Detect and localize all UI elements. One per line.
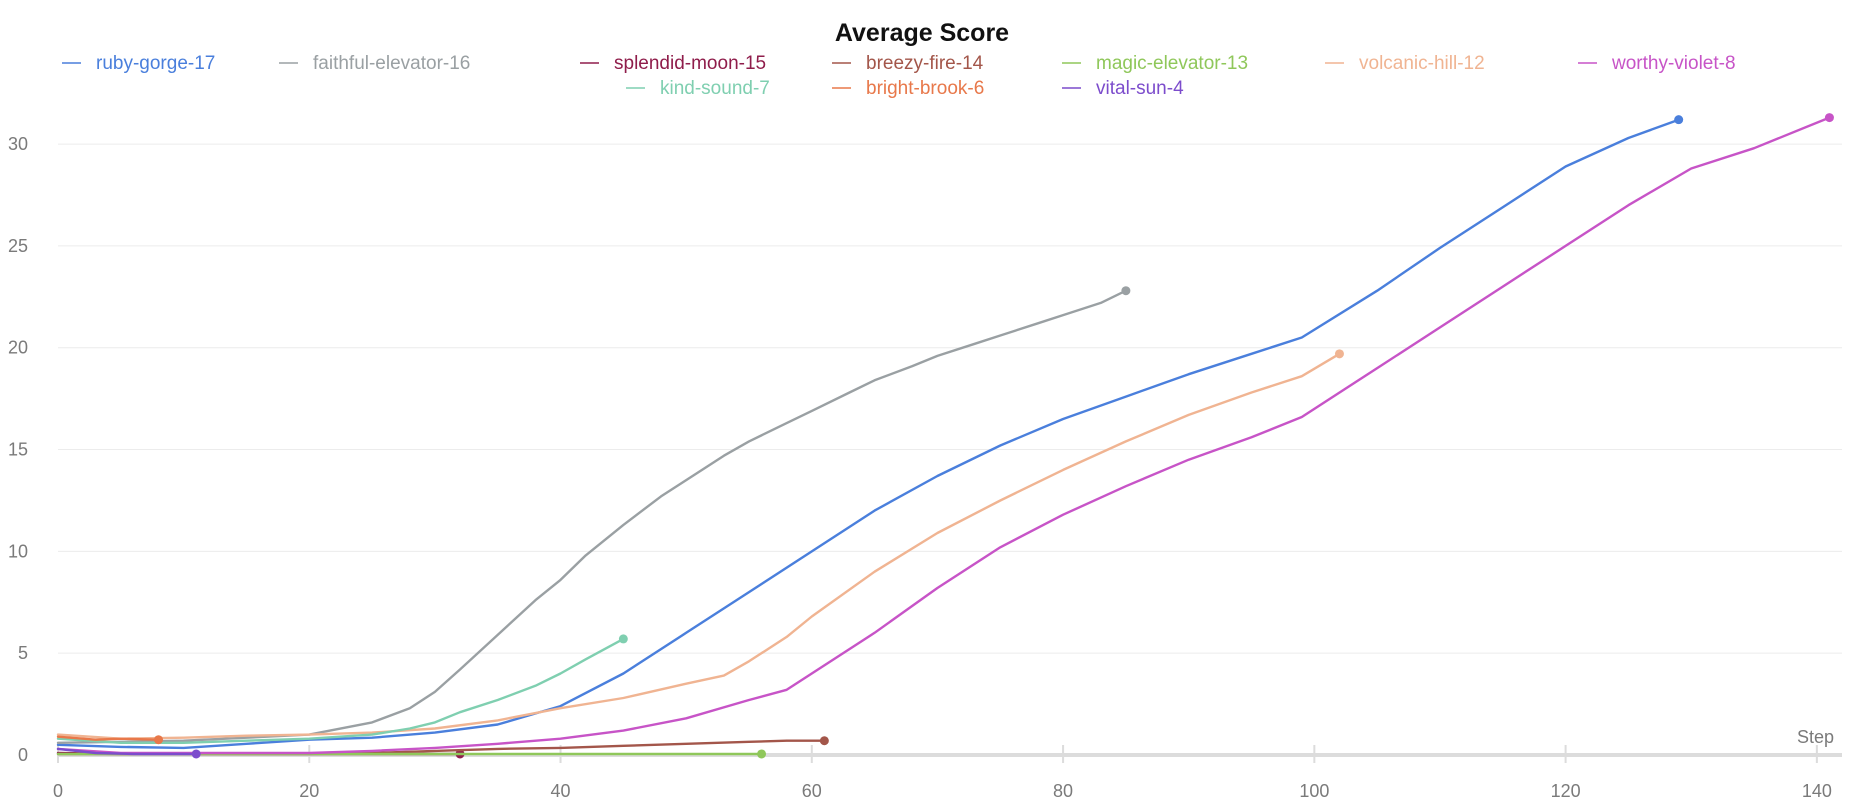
series-endpoint-bright-brook-6 [154,735,164,745]
series-line-vital-sun-4 [56,747,198,756]
legend-item-volcanic-hill-12[interactable]: volcanic-hill-12 [1359,53,1485,74]
legend-item-breezy-fire-14[interactable]: breezy-fire-14 [866,53,984,74]
series-endpoint-volcanic-hill-12 [1334,349,1344,359]
legend-item-vital-sun-4[interactable]: vital-sun-4 [1096,78,1184,99]
x-tick-label: 40 [551,781,571,801]
series-endpoint-ruby-gorge-17 [1674,115,1684,125]
x-axis: 0 5 10 15 20 25 30 0 20 40 60 80 100 120 140 [8,134,1842,801]
legend-item-worthy-violet-8[interactable]: worthy-violet-8 [1611,53,1736,74]
legend-item-faithful-elevator-16[interactable]: faithful-elevator-16 [313,53,470,74]
x-tick-label: 100 [1299,781,1329,801]
legend-item-magic-elevator-13[interactable]: magic-elevator-13 [1096,53,1248,74]
legend-item-bright-brook-6[interactable]: bright-brook-6 [866,78,984,99]
series-line-kind-sound-7 [56,637,625,744]
y-tick-label: 5 [18,643,28,663]
x-tick-label: 140 [1802,781,1832,801]
legend-item-ruby-gorge-17[interactable]: ruby-gorge-17 [96,53,215,74]
y-tick-label: 0 [18,745,28,765]
y-tick-label: 30 [8,134,28,154]
y-tick-label: 10 [8,541,28,561]
x-axis-label: Step [1797,727,1834,747]
x-tick-label: 0 [53,781,63,801]
series-line-volcanic-hill-12 [56,352,1341,740]
series-line-faithful-elevator-16 [56,289,1128,744]
series-endpoint-breezy-fire-14 [819,736,829,746]
series-endpoint-kind-sound-7 [618,634,628,644]
x-tick-label: 120 [1551,781,1581,801]
legend: ruby-gorge-17 faithful-elevator-16 splendi… [62,53,1736,99]
series-endpoint-vital-sun-4 [191,749,201,759]
legend-item-kind-sound-7[interactable]: kind-sound-7 [660,78,770,99]
grid [58,143,1842,654]
x-tick-label: 60 [802,781,822,801]
x-tick-label: 20 [299,781,319,801]
series-endpoint-worthy-violet-8 [1824,113,1834,123]
series-endpoint-magic-elevator-13 [757,749,767,759]
x-tick-label: 80 [1053,781,1073,801]
series-line-bright-brook-6 [56,735,160,741]
series-line-ruby-gorge-17 [56,118,1680,750]
y-tick-label: 20 [8,338,28,358]
chart-title: Average Score [835,19,1009,47]
y-tick-label: 25 [8,236,28,256]
legend-item-splendid-moon-15[interactable]: splendid-moon-15 [614,53,766,74]
series-line-worthy-violet-8 [56,116,1831,755]
y-tick-label: 15 [8,440,28,460]
series-lines [56,113,1834,759]
series-endpoint-faithful-elevator-16 [1121,286,1131,296]
